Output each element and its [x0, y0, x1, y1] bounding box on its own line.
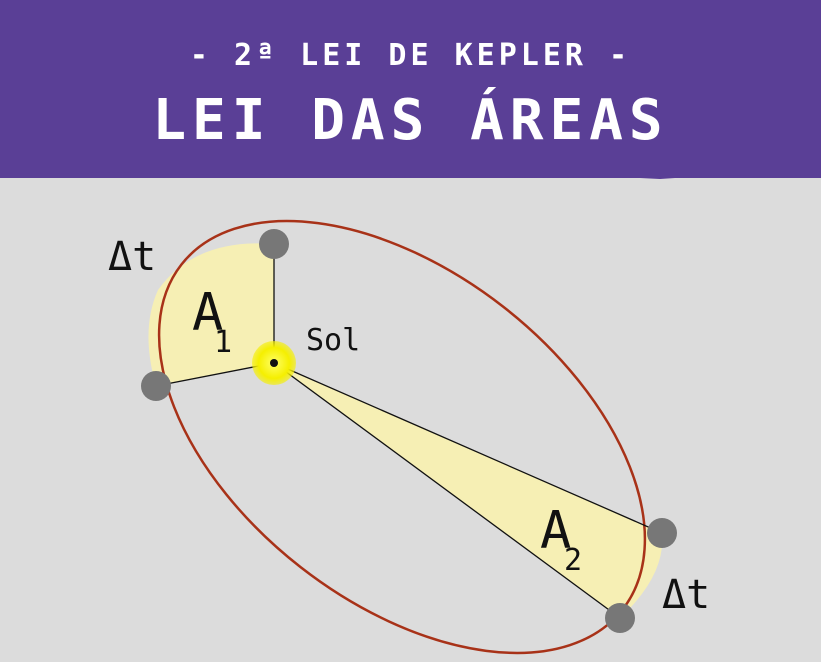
planet-icon — [141, 371, 171, 401]
planet-icon — [647, 518, 677, 548]
planet-icon — [259, 229, 289, 259]
area-a1-letter: A — [192, 283, 223, 343]
header-banner: - 2ª LEI DE KEPLER - LEI DAS ÁREAS — [0, 0, 821, 178]
area-a2-region — [274, 363, 663, 618]
area-a2-letter: A — [540, 501, 571, 561]
page-subtitle: - 2ª LEI DE KEPLER - — [189, 38, 632, 73]
sun-icon — [252, 341, 296, 385]
area-a2-subscript: 2 — [564, 543, 582, 578]
area-a1-subscript: 1 — [214, 325, 232, 360]
sun-label: Sol — [306, 323, 360, 358]
header-rough-edge — [0, 160, 821, 179]
radius-line-3 — [273, 362, 663, 534]
planet-icon — [605, 603, 635, 633]
radius-line-4 — [273, 362, 621, 619]
delta-t-label-top: Δt — [108, 234, 156, 280]
page-title: LEI DAS ÁREAS — [152, 88, 669, 153]
delta-t-label-bottom: Δt — [662, 572, 710, 618]
area-a1-region — [148, 243, 274, 386]
